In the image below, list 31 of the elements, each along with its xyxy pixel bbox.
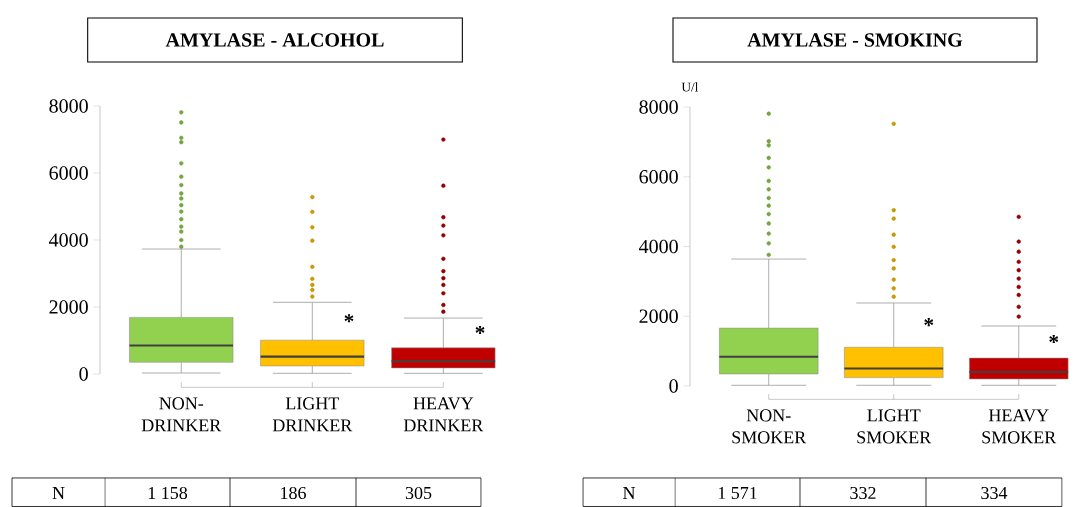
text: N — [623, 487, 636, 499]
chart-title: AMYLASE - ALCOHOL — [165, 33, 384, 47]
annotation: * — [475, 325, 485, 334]
y-tick-label: 4000 — [639, 239, 678, 254]
y-tick-label: 2000 — [639, 309, 678, 323]
text: 1 158 — [148, 486, 188, 500]
text: 1 571 — [718, 486, 757, 500]
text: 334 — [981, 486, 1008, 500]
y-tick-label: 0 — [669, 379, 678, 393]
annotation: * — [924, 318, 934, 327]
y-tick-label: 6000 — [49, 166, 88, 180]
y-tick-label: 4000 — [49, 233, 88, 247]
annotation: * — [1049, 335, 1059, 344]
x-tick-label: LIGHT SMOKER — [857, 409, 932, 444]
x-tick-label: LIGHT DRINKER — [272, 397, 353, 432]
y-axis-title: U/l — [681, 82, 699, 92]
y-tick-label: 0 — [79, 367, 88, 381]
x-tick-label: HEAVY SMOKER — [982, 409, 1057, 444]
y-tick-label: 8000 — [639, 100, 678, 114]
x-tick-label: NON-DRINKER — [141, 397, 222, 432]
y-tick-label: 6000 — [639, 170, 678, 184]
annotation: * — [344, 314, 354, 323]
x-tick-label: NON-SMOKER — [732, 409, 807, 444]
chart-title: AMYLASE - SMOKING — [747, 33, 963, 47]
y-tick-label: 8000 — [49, 99, 88, 113]
text: 186 — [281, 486, 306, 500]
text: 332 — [850, 486, 876, 500]
text: 305 — [405, 486, 432, 500]
text: N — [52, 487, 65, 499]
y-tick-label: 2000 — [49, 300, 88, 314]
x-tick-label: HEAVY DRINKER — [403, 397, 484, 432]
